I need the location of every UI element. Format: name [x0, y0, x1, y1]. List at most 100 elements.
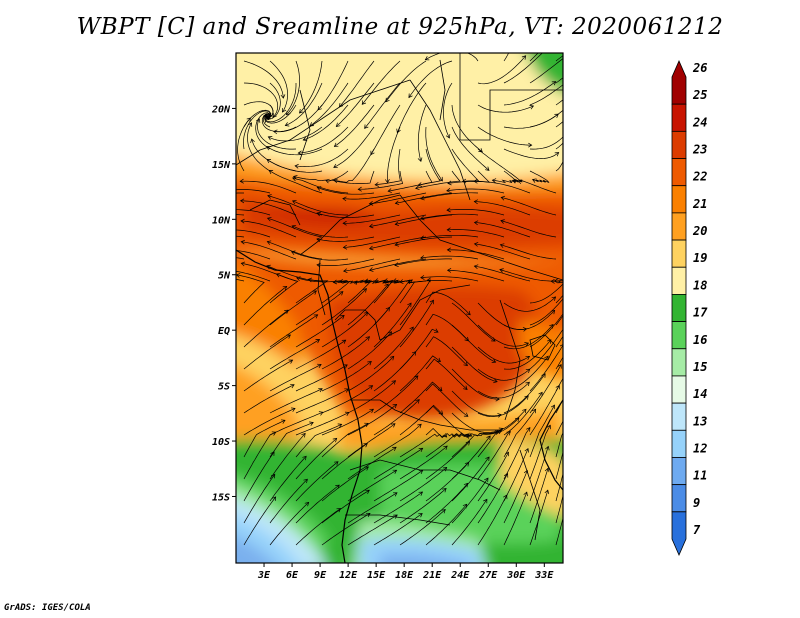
streamline-arrow	[415, 185, 420, 191]
streamlines	[187, 49, 587, 546]
streamline	[303, 104, 349, 141]
streamline	[321, 385, 373, 414]
streamline-arrow	[363, 443, 368, 448]
streamline-arrow	[240, 218, 245, 224]
streamline	[395, 214, 453, 225]
streamline	[477, 452, 509, 502]
streamline-arrow	[392, 403, 398, 409]
streamline	[477, 473, 508, 524]
streamline	[529, 58, 563, 84]
streamline-arrow	[271, 496, 277, 501]
streamline	[373, 375, 419, 414]
streamline	[347, 423, 396, 458]
streamline	[503, 339, 552, 370]
streamline-arrow	[408, 93, 413, 99]
streamline	[555, 432, 563, 458]
streamline	[309, 82, 349, 127]
streamline-arrow	[541, 373, 546, 378]
streamline-arrow	[267, 194, 272, 199]
colorbar-label: 18	[693, 278, 707, 292]
streamline	[333, 148, 375, 183]
streamline	[477, 381, 530, 399]
streamline	[503, 427, 531, 480]
streamline	[292, 177, 349, 194]
streamline	[268, 170, 323, 194]
streamline-arrow	[581, 319, 585, 323]
streamline	[343, 236, 401, 248]
streamline-arrow	[266, 240, 272, 245]
streamline-arrow	[309, 421, 314, 426]
streamline	[295, 148, 349, 167]
colorbar-label: 21	[692, 197, 707, 211]
streamline	[555, 450, 563, 480]
streamline	[451, 390, 502, 417]
streamline	[394, 258, 453, 266]
streamline-arrow	[463, 482, 469, 488]
streamline	[295, 315, 345, 348]
streamline-arrow	[436, 357, 441, 363]
streamline	[373, 351, 417, 392]
streamline	[343, 214, 401, 224]
streamline	[555, 356, 563, 370]
streamline-arrow	[394, 221, 400, 227]
streamline-arrow	[523, 469, 529, 475]
streamline	[334, 104, 375, 147]
streamline	[451, 302, 496, 342]
streamline-arrow	[187, 218, 191, 222]
streamline-arrow	[466, 310, 471, 316]
streamline-arrow	[573, 49, 577, 53]
streamline	[443, 82, 453, 139]
streamline	[447, 229, 505, 238]
lon-tick-label: 15E	[367, 570, 386, 581]
streamline-arrow	[374, 278, 379, 283]
streamline-arrow	[340, 314, 345, 320]
streamline	[555, 494, 563, 524]
streamline-arrow	[579, 362, 583, 366]
streamline-arrow	[420, 215, 425, 221]
streamline	[243, 359, 293, 392]
colorbar-label: 22	[692, 170, 707, 184]
streamline	[373, 448, 423, 480]
streamline	[451, 477, 489, 524]
streamline	[342, 192, 401, 200]
streamline	[425, 441, 470, 480]
streamline	[333, 126, 375, 168]
streamline-arrow	[291, 199, 297, 205]
streamline-arrow	[275, 272, 281, 278]
streamline	[388, 170, 433, 192]
streamline-arrow	[290, 383, 295, 389]
streamline	[555, 160, 563, 172]
streamline-arrow	[583, 278, 587, 282]
streamline-arrow	[270, 451, 275, 456]
streamline-arrow	[387, 331, 393, 336]
streamline	[295, 412, 350, 436]
streamline	[512, 179, 557, 194]
colorbar-swatch	[671, 457, 687, 486]
streamline-arrow	[437, 386, 443, 392]
streamline	[529, 490, 549, 546]
streamline	[399, 381, 443, 414]
streamline	[268, 126, 323, 142]
streamline	[269, 455, 307, 502]
streamline	[243, 419, 286, 458]
streamline-arrow	[280, 94, 286, 99]
streamline	[236, 209, 271, 216]
streamline	[236, 274, 265, 304]
streamline-arrow	[301, 432, 306, 438]
streamline	[529, 344, 563, 392]
streamline-arrow	[342, 220, 347, 226]
streamline-arrow	[580, 340, 584, 344]
streamline-arrow	[366, 512, 371, 517]
colorbar-swatch	[671, 321, 687, 350]
streamline-arrow	[291, 407, 296, 412]
streamline	[295, 388, 349, 414]
streamline-arrow	[491, 178, 497, 183]
streamline-arrow	[546, 339, 552, 344]
streamline	[243, 496, 276, 546]
streamline-arrow	[550, 278, 555, 284]
streamline	[399, 488, 447, 524]
streamline-arrow	[465, 440, 471, 446]
streamline-arrow	[213, 190, 217, 194]
streamline	[500, 220, 557, 238]
streamline-arrow	[441, 509, 446, 514]
